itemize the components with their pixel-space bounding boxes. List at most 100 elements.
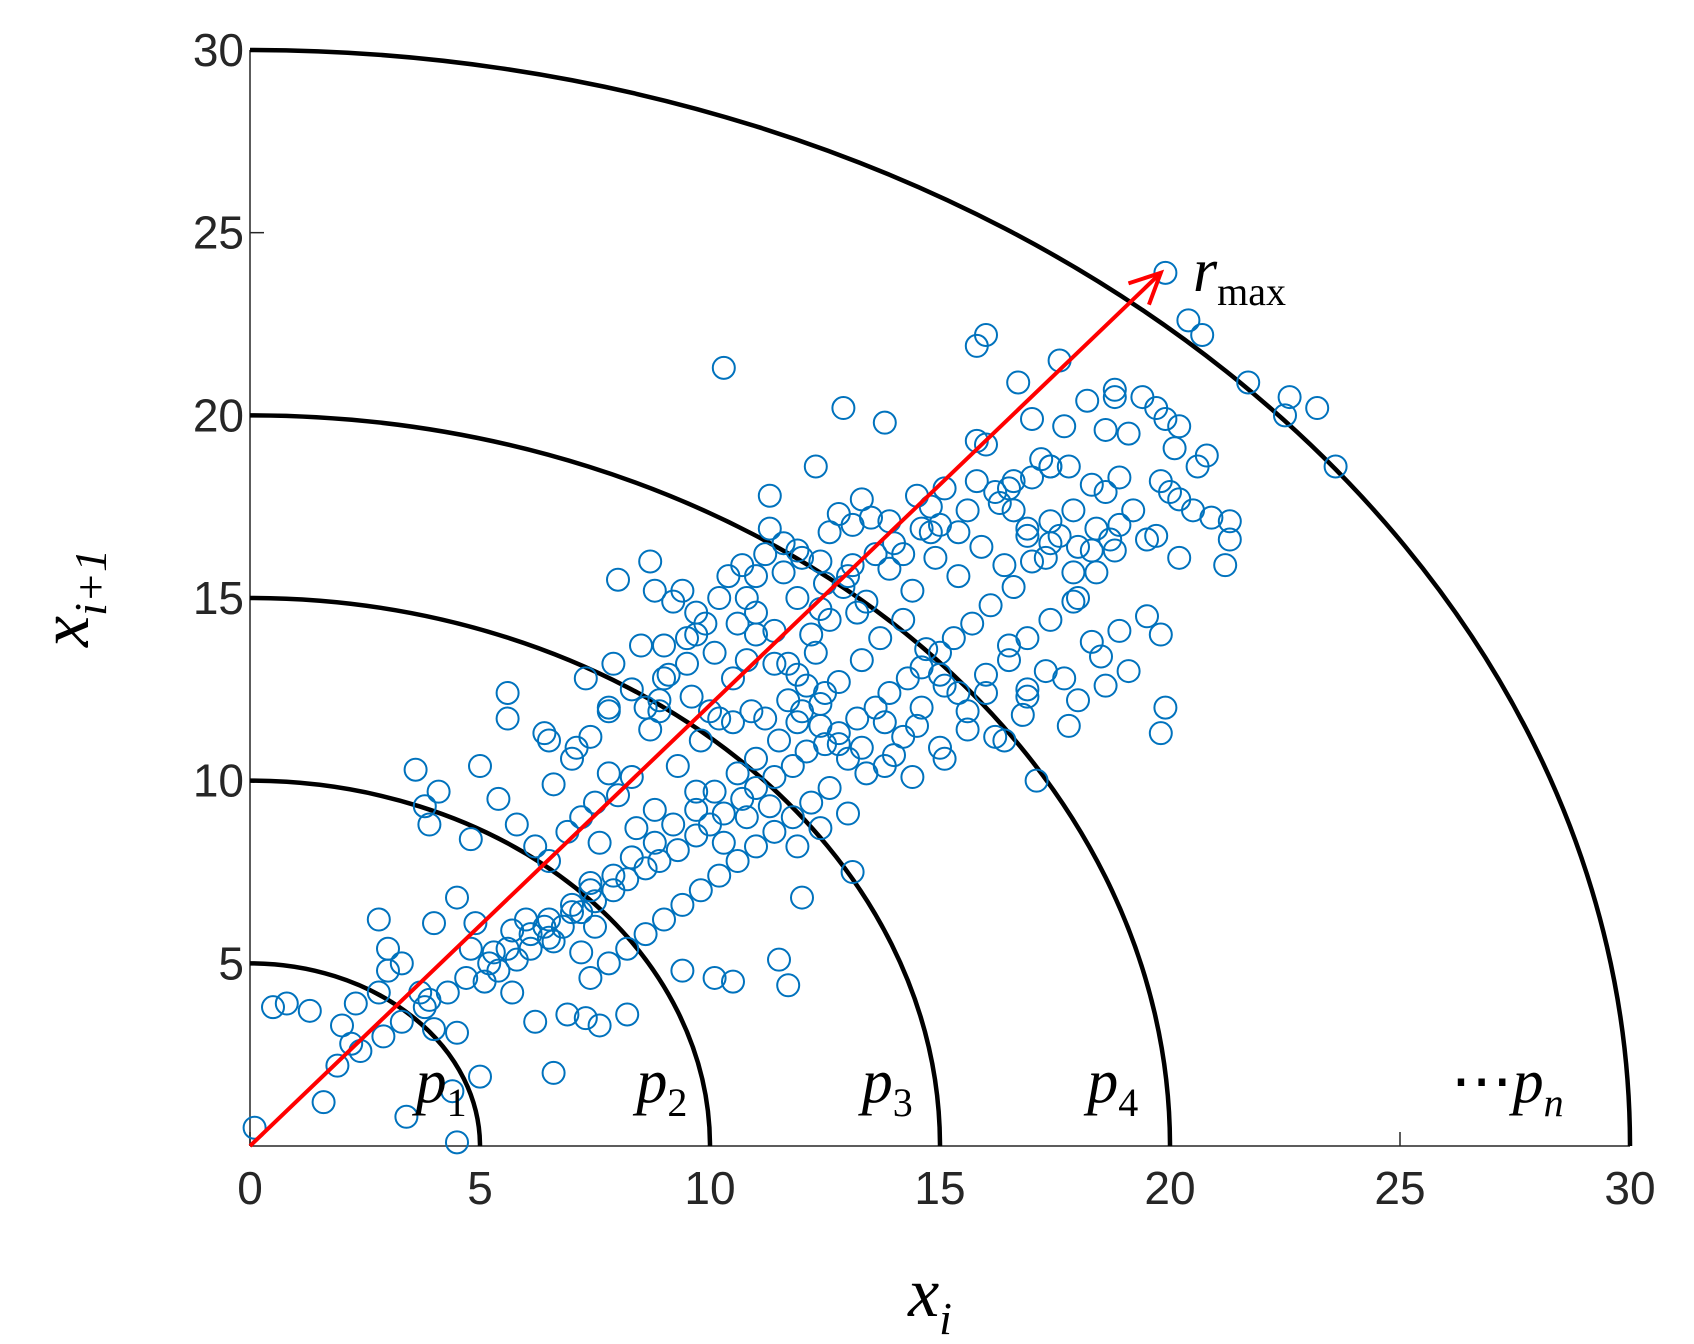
scatter-point bbox=[445, 1130, 469, 1155]
scatter-point bbox=[716, 564, 741, 589]
scatter-point bbox=[537, 849, 561, 874]
scatter-point bbox=[757, 794, 782, 819]
scatter-point bbox=[803, 454, 828, 479]
scatter-point bbox=[569, 805, 594, 830]
scatter-point bbox=[537, 907, 561, 932]
scatter-point bbox=[790, 699, 814, 724]
scatter-point bbox=[702, 779, 727, 804]
scatter-point bbox=[974, 680, 998, 705]
scatter-point bbox=[739, 699, 764, 724]
scatter-point bbox=[974, 662, 998, 687]
scatter-point bbox=[642, 578, 667, 603]
scatter-point bbox=[744, 834, 768, 859]
scatter-point bbox=[578, 965, 603, 990]
scatter-point bbox=[785, 538, 810, 563]
scatter-point bbox=[932, 673, 957, 698]
scatter-point bbox=[1121, 498, 1146, 523]
scatter-point bbox=[1061, 498, 1086, 523]
scatter-point bbox=[757, 483, 782, 508]
scatter-point bbox=[578, 870, 603, 895]
scatter-point bbox=[652, 666, 676, 691]
scatter-point bbox=[518, 922, 543, 947]
y-tick-label: 10 bbox=[193, 755, 244, 807]
scatter-point bbox=[803, 640, 828, 665]
scatter-point bbox=[569, 940, 594, 965]
scatter-point bbox=[325, 1053, 350, 1078]
scatter-point bbox=[615, 1002, 640, 1027]
scatter-point bbox=[790, 885, 814, 910]
scatter-point bbox=[1148, 721, 1173, 746]
rmax-arrow bbox=[248, 269, 1165, 1148]
scatter-point bbox=[946, 680, 971, 705]
scatter-point bbox=[426, 779, 451, 804]
scatter-point bbox=[633, 922, 658, 947]
scatter-point bbox=[523, 1009, 548, 1034]
x-tick-label: 10 bbox=[684, 1162, 735, 1214]
scatter-point bbox=[661, 812, 686, 837]
x-tick-label: 30 bbox=[1604, 1162, 1655, 1214]
scatter-point bbox=[905, 483, 929, 508]
scatter-point bbox=[964, 469, 989, 494]
scatter-point bbox=[895, 666, 920, 691]
scatter-point bbox=[891, 607, 916, 632]
x-axis-label: xi bbox=[907, 1255, 952, 1344]
scatter-point bbox=[454, 965, 479, 990]
scatter-point bbox=[679, 684, 704, 709]
scatter-point bbox=[477, 951, 502, 976]
scatter-point bbox=[1199, 505, 1224, 530]
scatter-point bbox=[1038, 607, 1063, 632]
partition-label-p2: p2 bbox=[632, 1048, 687, 1125]
scatter-point bbox=[1148, 622, 1173, 647]
scatter-point bbox=[1093, 480, 1118, 505]
scatter-point bbox=[587, 830, 612, 855]
scatter-point bbox=[1079, 629, 1104, 654]
scatter-point bbox=[808, 549, 833, 574]
scatter-point bbox=[330, 1013, 354, 1038]
scatter-point bbox=[1102, 538, 1127, 563]
scatter-point bbox=[1015, 626, 1040, 651]
scatter-point bbox=[495, 936, 520, 961]
scatter-point bbox=[541, 772, 566, 797]
scatter-point bbox=[504, 812, 529, 837]
scatter-point bbox=[684, 823, 709, 848]
scatter-point bbox=[790, 545, 814, 570]
y-tick-label: 30 bbox=[193, 24, 244, 76]
scatter-point bbox=[472, 969, 497, 994]
scatter-point bbox=[1033, 545, 1058, 570]
scatter-point bbox=[891, 724, 916, 749]
scatter-point bbox=[734, 805, 759, 830]
scatter-point bbox=[698, 699, 722, 724]
scatter-point bbox=[458, 827, 483, 852]
scatter-point bbox=[762, 819, 787, 844]
scatter-point bbox=[909, 516, 934, 541]
arrow-head bbox=[1127, 269, 1165, 306]
scatter-point bbox=[840, 553, 865, 578]
scatter-point bbox=[845, 706, 870, 731]
scatter-point bbox=[987, 491, 1012, 516]
scatter-point bbox=[1001, 498, 1026, 523]
scatter-point bbox=[826, 732, 851, 757]
scatter-point bbox=[1102, 385, 1127, 410]
scatter-point bbox=[771, 531, 796, 556]
scatter-point bbox=[721, 969, 745, 994]
scatter-point bbox=[440, 1079, 465, 1104]
arc-radius-15 bbox=[249, 595, 943, 1147]
scatter-point bbox=[799, 622, 824, 647]
scatter-point bbox=[1084, 516, 1109, 541]
scatter-point bbox=[978, 593, 1003, 618]
scatter-point bbox=[698, 812, 722, 837]
scatter-point bbox=[468, 754, 492, 779]
scatter-point bbox=[721, 710, 745, 735]
scatter-point bbox=[638, 717, 663, 742]
partition-label-p4: p4 bbox=[1083, 1048, 1138, 1125]
scatter-point bbox=[923, 545, 948, 570]
scatter-point bbox=[997, 648, 1021, 673]
scatter-point bbox=[1020, 549, 1044, 574]
scatter-point bbox=[684, 779, 709, 804]
scatter-point bbox=[629, 633, 653, 658]
scatter-point bbox=[412, 794, 437, 819]
scatter-point bbox=[675, 626, 699, 651]
scatter-point bbox=[900, 578, 925, 603]
scatter-point bbox=[1116, 421, 1141, 446]
